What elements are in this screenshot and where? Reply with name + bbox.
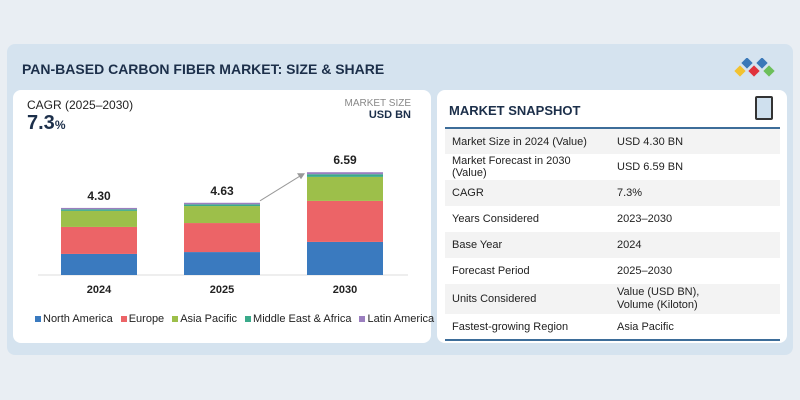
row-value: USD 4.30 BN (617, 135, 684, 148)
row-label: Fastest-growing Region (452, 320, 569, 333)
legend-item: Asia Pacific (172, 313, 237, 325)
table-row: Fastest-growing Region Asia Pacific (445, 314, 780, 340)
legend-item: Europe (120, 313, 165, 325)
bar-total-label: 6.59 (333, 153, 357, 167)
row-value: 7.3% (617, 187, 643, 199)
chart-card: CAGR (2025–2030) 7.3% MARKET SIZE USD BN … (13, 90, 434, 343)
legend-item: Latin America (359, 313, 434, 325)
table-row: Market Size in 2024 (Value) USD 4.30 BN (445, 128, 780, 154)
row-label: Market Forecast in 2030 (Value) (452, 155, 571, 179)
bar-segment-middle-east-africa (307, 174, 383, 177)
bar-segment-europe (184, 223, 260, 253)
row-label: CAGR (452, 187, 484, 199)
table-row: Years Considered 2023–2030 (445, 206, 780, 232)
row-label: Years Considered (452, 213, 540, 225)
chart-legend: North America Europe Asia Pacific Middle Ea… (35, 313, 434, 325)
row-value: Value (USD BN), Volume (Kiloton) (617, 286, 700, 311)
stacked-bar-chart: 4.30 2024 4.63 2025 6.59 2030 (38, 153, 408, 296)
legend-swatch (359, 316, 366, 322)
growth-arrow-line (259, 173, 304, 202)
table-row: Forecast Period 2025–2030 (445, 258, 780, 284)
legend-label: Middle East & Africa (253, 313, 352, 325)
bar-segment-north-america (307, 241, 383, 275)
table-row: Market Forecast in 2030 (Value) USD 6.59 … (445, 154, 780, 180)
row-label: Market Size in 2024 (Value) (452, 135, 587, 148)
page-title: PAN-BASED CARBON FIBER MARKET: SIZE & SH… (22, 61, 385, 77)
bar-total-label: 4.30 (87, 189, 111, 203)
legend-item: Middle East & Africa (245, 313, 351, 325)
snapshot-title: MARKET SNAPSHOT (449, 103, 581, 118)
bar-total-label: 4.63 (210, 184, 234, 198)
row-value: 2024 (617, 239, 642, 251)
table-row: CAGR 7.3% (445, 180, 780, 206)
bar-segment-middle-east-africa (61, 209, 137, 211)
bar-segment-asia-pacific (307, 176, 383, 201)
row-label: Base Year (452, 239, 503, 251)
table-row: Units Considered Value (USD BN), Volume (K… (445, 284, 780, 314)
market-size-title: MARKET SIZE (344, 98, 412, 109)
row-label: Units Considered (452, 293, 537, 305)
bar-segment-asia-pacific (61, 210, 137, 227)
row-value: Asia Pacific (617, 320, 674, 333)
x-tick-label: 2030 (333, 284, 357, 296)
market-size-unit: USD BN (368, 109, 411, 121)
cagr-value: 7.3% (27, 112, 65, 135)
row-value: USD 6.59 BN (617, 161, 684, 173)
legend-swatch (35, 316, 41, 322)
x-tick-label: 2025 (210, 284, 234, 296)
bar-segment-europe (61, 226, 137, 254)
report-icon (755, 96, 773, 120)
legend-swatch (245, 316, 252, 322)
legend-label: Asia Pacific (180, 313, 238, 325)
legend-item: North America (35, 313, 113, 325)
legend-label: North America (43, 313, 113, 325)
bar-segment-asia-pacific (184, 206, 260, 224)
bar-segment-latin-america (307, 172, 383, 175)
cagr-unit: % (54, 118, 66, 132)
bar-segment-north-america (184, 252, 260, 275)
bar-segment-middle-east-africa (184, 204, 260, 207)
legend-swatch (172, 316, 179, 322)
legend-label: Latin America (367, 313, 435, 325)
cagr-label: CAGR (2025–2030) (27, 98, 134, 112)
row-value: 2023–2030 (617, 213, 673, 225)
x-tick-label: 2024 (87, 284, 112, 296)
snapshot-card: MARKET SNAPSHOT Market Size in 2024 (Val… (437, 90, 787, 343)
legend-swatch (120, 316, 127, 322)
row-value: 2025–2030 (617, 265, 673, 277)
legend-label: Europe (128, 313, 165, 325)
bar-segment-latin-america (184, 202, 260, 205)
table-row: Base Year 2024 (445, 232, 780, 258)
bar-segment-europe (307, 200, 383, 242)
row-label: Forecast Period (452, 265, 530, 277)
bar-segment-north-america (61, 253, 137, 275)
brand-logo-icon (734, 58, 775, 77)
bar-segment-latin-america (61, 207, 137, 210)
cagr-number: 7.3 (27, 112, 55, 134)
snapshot-table: Market Size in 2024 (Value) USD 4.30 BN Ma… (445, 127, 780, 341)
growth-arrow-head-icon (297, 173, 305, 180)
market-size-label: MARKET SIZE USD BN (345, 98, 412, 121)
